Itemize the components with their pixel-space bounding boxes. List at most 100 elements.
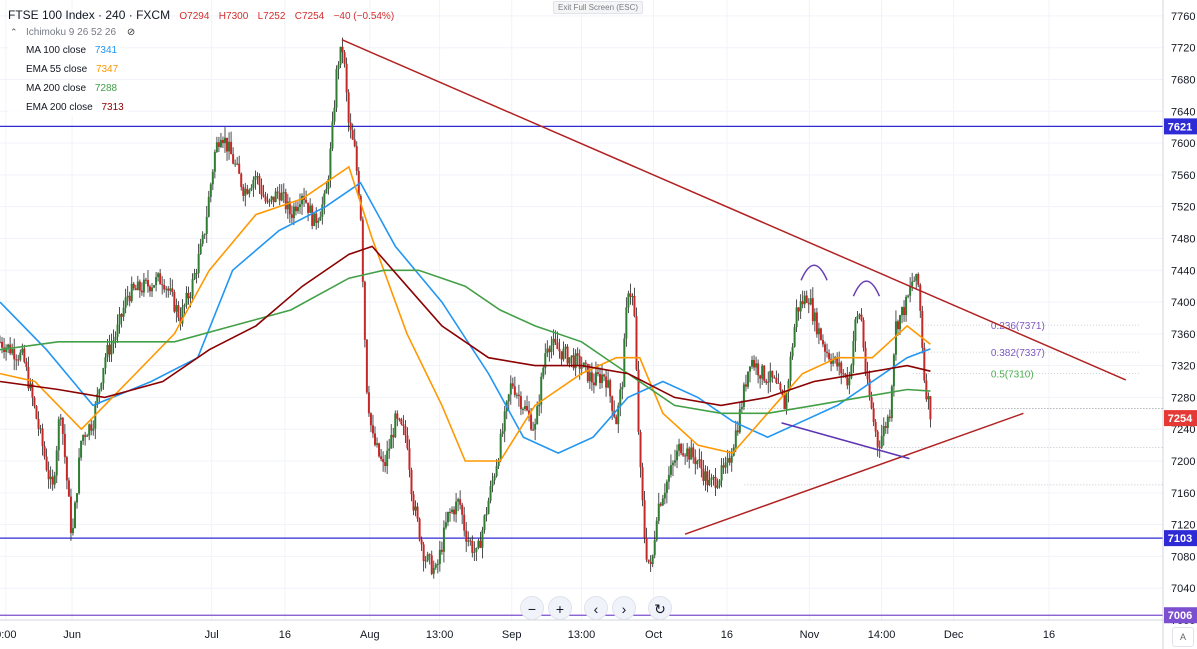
indicator-ema200[interactable]: EMA 200 close 7313 bbox=[8, 99, 128, 116]
candle-body bbox=[523, 406, 526, 409]
candle-body bbox=[278, 192, 281, 201]
candle-body bbox=[408, 448, 411, 470]
candle-body bbox=[771, 370, 774, 378]
candle-body bbox=[866, 372, 869, 380]
candle-body bbox=[890, 386, 893, 419]
candle-body bbox=[477, 540, 480, 548]
candle-body bbox=[100, 383, 103, 390]
candle-body bbox=[761, 365, 764, 379]
indicator-name: MA 100 close bbox=[26, 45, 87, 56]
candle-body bbox=[568, 357, 571, 364]
indicator-ema55[interactable]: EMA 55 close 7347 bbox=[8, 61, 123, 78]
candle-body bbox=[858, 314, 861, 317]
indicator-ma100[interactable]: MA 100 close 7341 bbox=[8, 42, 122, 59]
candle-body bbox=[878, 446, 881, 448]
candle-body bbox=[341, 46, 344, 53]
x-tick-label: Sep bbox=[502, 629, 522, 641]
candle-body bbox=[274, 191, 277, 203]
fib-label: 0.5(7310) bbox=[991, 370, 1034, 381]
candle-body bbox=[507, 394, 510, 402]
y-tick-label: 7560 bbox=[1171, 170, 1195, 182]
candle-body bbox=[748, 366, 751, 372]
candle-body bbox=[590, 372, 593, 383]
chevron-up-icon[interactable]: ⌃ bbox=[10, 27, 18, 37]
candle-body bbox=[132, 283, 135, 289]
candle-body bbox=[195, 273, 198, 275]
candle-body bbox=[321, 204, 324, 217]
price-axis[interactable]: 7000704070807120716072007240728073207360… bbox=[1162, 0, 1195, 649]
y-tick-label: 7720 bbox=[1171, 43, 1195, 55]
indicator-value: 7313 bbox=[101, 102, 124, 113]
candle-body bbox=[582, 362, 585, 368]
candle-body bbox=[907, 295, 910, 297]
candle-body bbox=[325, 189, 328, 194]
candle-body bbox=[140, 290, 143, 293]
candle-body bbox=[315, 213, 318, 223]
candle-body bbox=[45, 456, 48, 471]
time-axis[interactable]: 0:00 Jun Jul 16 Aug 13:00 Sep 13:00 Oct 16 Nov 14:0… bbox=[0, 619, 1197, 641]
candle-body bbox=[665, 481, 668, 493]
candle-body bbox=[661, 498, 664, 506]
y-tick-label: 7040 bbox=[1171, 583, 1195, 595]
trendlines bbox=[341, 39, 1127, 535]
x-tick-label: 16 bbox=[279, 629, 291, 641]
candle-body bbox=[412, 494, 415, 511]
candle-body bbox=[288, 201, 291, 215]
x-tick-label: Jul bbox=[205, 629, 219, 641]
candle-body bbox=[248, 190, 251, 194]
candle-body bbox=[384, 462, 387, 467]
candle-body bbox=[909, 286, 912, 296]
candle-body bbox=[592, 382, 595, 386]
candle-body bbox=[256, 176, 259, 178]
candle-body bbox=[189, 296, 192, 299]
symbol-title[interactable]: FTSE 100 Index · 240 · FXCM bbox=[8, 8, 171, 22]
auto-scale-button[interactable]: A bbox=[1172, 627, 1194, 647]
scroll-right-button[interactable]: › bbox=[612, 596, 636, 620]
candle-body bbox=[722, 465, 725, 468]
candle-body bbox=[803, 295, 806, 305]
candle-body bbox=[51, 476, 54, 485]
candle-body bbox=[607, 380, 610, 388]
candle-body bbox=[23, 348, 26, 362]
reset-button[interactable]: ↻ bbox=[648, 596, 672, 620]
candle-body bbox=[927, 396, 930, 400]
exit-fullscreen-button[interactable]: Exit Full Screen (ESC) bbox=[553, 1, 644, 14]
candle-body bbox=[521, 408, 524, 410]
candle-body bbox=[645, 537, 648, 560]
candle-body bbox=[108, 344, 111, 355]
scroll-left-button[interactable]: ‹ bbox=[584, 596, 608, 620]
candle-body bbox=[720, 465, 723, 481]
price-label-box bbox=[1164, 530, 1197, 547]
candle-body bbox=[564, 346, 567, 349]
candle-body bbox=[882, 426, 885, 436]
candle-body bbox=[163, 285, 166, 290]
candle-body bbox=[323, 193, 326, 205]
candle-body bbox=[726, 458, 729, 463]
y-tick-label: 7520 bbox=[1171, 202, 1195, 214]
candle-body bbox=[842, 373, 845, 375]
zoom-in-button[interactable]: + bbox=[548, 596, 572, 620]
candle-body bbox=[213, 152, 216, 172]
candle-body bbox=[426, 554, 429, 561]
candle-body bbox=[345, 63, 348, 93]
candle-body bbox=[811, 298, 814, 322]
eye-off-icon[interactable]: ⊘ bbox=[126, 27, 136, 38]
zoom-out-button[interactable]: − bbox=[520, 596, 544, 620]
chart-navigation: − + ‹ › ↻ bbox=[520, 596, 672, 622]
indicator-ma200[interactable]: MA 200 close 7288 bbox=[8, 80, 122, 97]
candle-body bbox=[548, 348, 551, 353]
candle-body bbox=[386, 450, 389, 467]
candle-body bbox=[915, 274, 918, 281]
candle-body bbox=[272, 196, 275, 203]
candle-body bbox=[185, 292, 188, 305]
candle-body bbox=[432, 567, 435, 574]
candle-body bbox=[929, 396, 932, 420]
moving-average-line bbox=[0, 165, 931, 462]
y-tick-label: 7360 bbox=[1171, 329, 1195, 341]
candle-body bbox=[392, 434, 395, 438]
y-tick-label: 7760 bbox=[1171, 11, 1195, 23]
indicator-ichimoku[interactable]: ⌃ Ichimoku 9 26 52 26 ⊘ bbox=[8, 24, 140, 41]
candle-body bbox=[242, 186, 245, 196]
candle-body bbox=[738, 409, 741, 433]
